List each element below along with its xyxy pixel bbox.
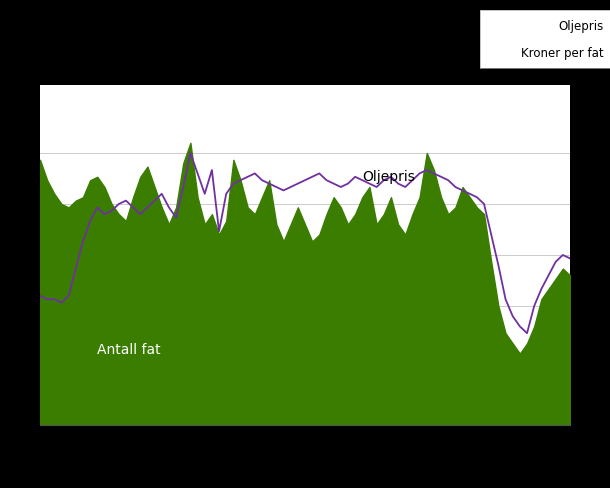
Text: Kroner per fat: Kroner per fat [521, 47, 603, 60]
Text: Antall fat: Antall fat [98, 343, 161, 357]
Text: Oljepris: Oljepris [362, 170, 415, 184]
Text: Oljepris: Oljepris [558, 20, 603, 33]
